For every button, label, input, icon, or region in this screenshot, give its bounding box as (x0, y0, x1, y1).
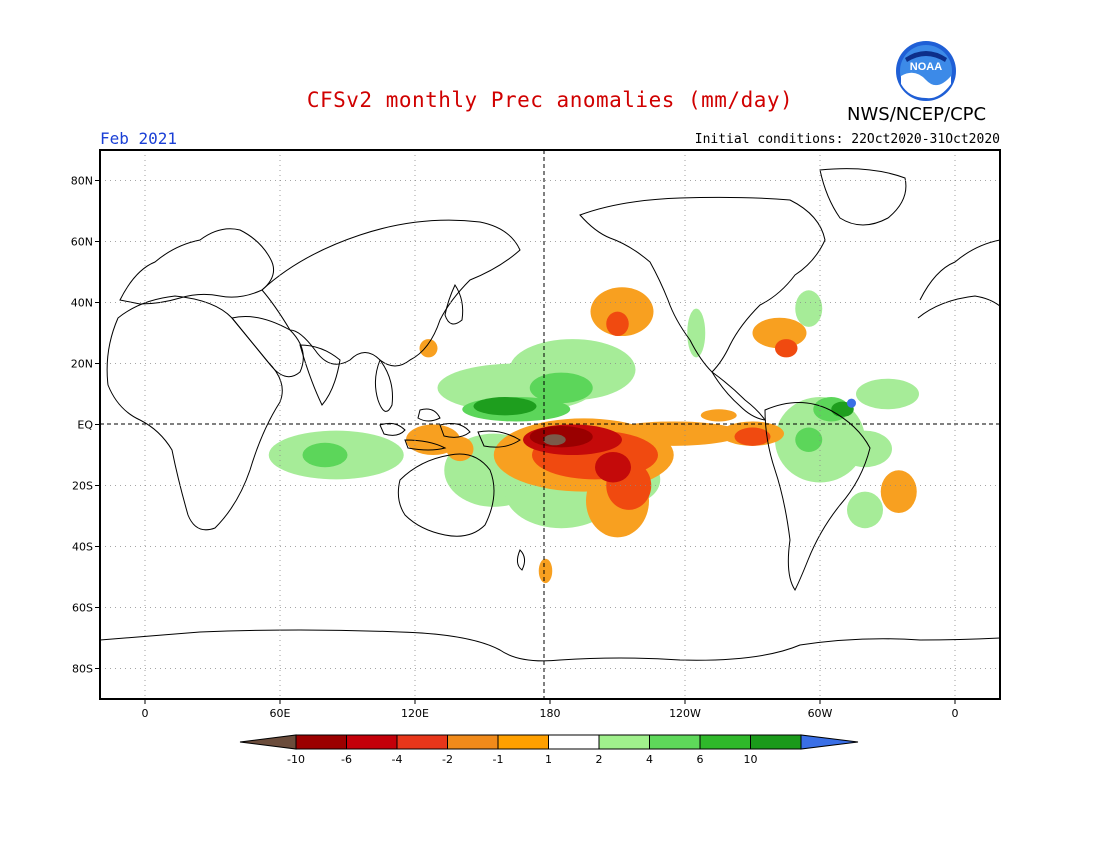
colorbar-tick-label: 6 (697, 753, 704, 766)
lat-tick-label: 40N (71, 297, 93, 310)
lon-tick-label: 180 (540, 707, 561, 720)
dry-anomaly-orange (700, 409, 737, 422)
colorbar-box (699, 734, 751, 750)
colorbar-box (548, 734, 600, 750)
logo-text: NOAA (910, 61, 942, 73)
lon-tick-label: 60E (270, 707, 291, 720)
colorbar-left-arrow (239, 734, 297, 750)
colorbar-tick-label: -1 (493, 753, 504, 766)
wet-anomaly-light (847, 491, 883, 529)
dry-anomaly-orange (880, 470, 917, 513)
wet-anomaly-light (838, 430, 892, 468)
colorbar-box (598, 734, 650, 750)
grid-lines (100, 150, 1000, 699)
dry-anomaly-redorange (606, 311, 629, 337)
lon-tick-label: 120E (401, 707, 429, 720)
colorbar-tick-label: -10 (287, 753, 305, 766)
wet-anomaly-max (847, 398, 856, 408)
dry-anomaly-orange (446, 436, 474, 462)
lon-tick-label: 60W (808, 707, 833, 720)
colorbar-box (346, 734, 398, 750)
chart-title: CFSv2 monthly Prec anomalies (mm/day) (306, 88, 794, 112)
dry-anomaly-redorange (775, 339, 798, 358)
dry-anomaly-min (543, 434, 566, 446)
wet-anomaly-light (795, 290, 823, 327)
wet-anomaly-mid (302, 442, 348, 468)
anomaly-field (268, 287, 919, 584)
wet-anomaly-mid (529, 372, 593, 404)
lon-tick-label: 0 (142, 707, 149, 720)
lat-tick-label: 80N (71, 175, 93, 188)
lat-tick-label: 80S (72, 663, 93, 676)
colorbar-box (447, 734, 499, 750)
lat-tick-label: 40S (72, 541, 93, 554)
wet-anomaly-dark (473, 397, 537, 416)
lat-tick-label: EQ (77, 419, 93, 432)
noaa-logo-icon: NOAA (896, 41, 956, 101)
colorbar-tick-label: 1 (545, 753, 552, 766)
colorbar: -10 -6 -4 -2 -1 1 2 4 6 10 (239, 734, 859, 766)
colorbar-tick-label: 2 (596, 753, 603, 766)
colorbar-box (396, 734, 448, 750)
dry-anomaly-orange (406, 424, 460, 455)
wet-anomaly-light (856, 378, 919, 410)
agency-label: NWS/NCEP/CPC (847, 104, 987, 125)
lat-tick-label: 60S (72, 602, 93, 615)
coastlines (100, 168, 1000, 662)
lat-tick-label: 20N (71, 358, 93, 371)
dry-anomaly-orange (538, 558, 553, 584)
wet-anomaly-light (687, 308, 706, 358)
dry-anomaly-orange (752, 317, 807, 349)
forecast-month: Feb 2021 (100, 129, 178, 148)
longitude-labels: 0 60E 120E 180 120W 60W 0 (142, 699, 959, 720)
dry-anomaly-orange (419, 339, 438, 358)
colorbar-box (750, 734, 802, 750)
colorbar-tick-label: -4 (392, 753, 403, 766)
initial-conditions: Initial conditions: 22Oct2020-31Oct2020 (694, 132, 1000, 147)
lat-tick-label: 20S (72, 480, 93, 493)
colorbar-box (649, 734, 701, 750)
colorbar-tick-label: -6 (341, 753, 352, 766)
dry-anomaly-redorange (734, 427, 771, 446)
dry-anomaly-red (595, 451, 631, 483)
wet-anomaly-mid (795, 427, 823, 452)
lon-tick-label: 120W (669, 707, 701, 720)
colorbar-box (295, 734, 347, 750)
lat-tick-label: 60N (71, 236, 93, 249)
colorbar-box (497, 734, 549, 750)
colorbar-tick-label: 4 (646, 753, 653, 766)
colorbar-right-arrow (800, 734, 859, 750)
colorbar-tick-label: -2 (442, 753, 453, 766)
colorbar-tick-label: 10 (744, 753, 758, 766)
lon-tick-label: 0 (952, 707, 959, 720)
latitude-labels: 80N 60N 40N 20N EQ 20S 40S 60S 80S (71, 175, 100, 676)
